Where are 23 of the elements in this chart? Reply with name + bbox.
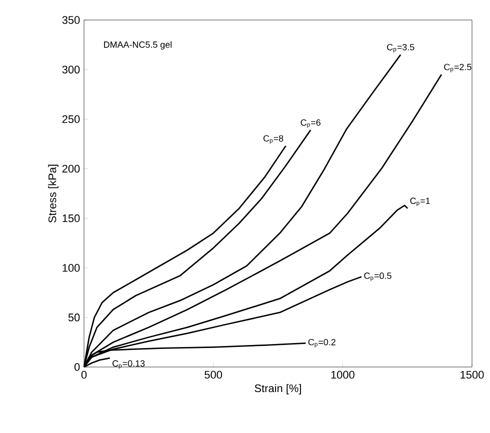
y-tick-label: 150 — [62, 214, 80, 222]
x-tick-label: 1000 — [331, 370, 354, 379]
series-label: C$_{p}$=1 — [410, 198, 430, 206]
series-label: C$_{p}$=3.5 — [387, 44, 414, 52]
y-tick-label: 200 — [62, 164, 80, 173]
y-tick-label: 350 — [62, 16, 80, 24]
series-label: C$_{p}$=8 — [263, 135, 284, 144]
y-tick-label: 0 — [74, 363, 80, 371]
x-tick-label: 1500 — [460, 370, 484, 379]
y-tick-label: 100 — [62, 264, 80, 272]
series-label: C$_{p}$=0.13 — [112, 360, 145, 369]
annotation: DMAA-NC5.5 gel — [104, 41, 172, 50]
x-axis-title: Strain [%] — [254, 384, 301, 394]
x-tick-label: 0 — [81, 370, 87, 379]
series-label: C$_{p}$=0.2 — [308, 338, 336, 348]
series-label: C$_{p}$=2.5 — [444, 64, 472, 72]
x-tick-label: 500 — [204, 370, 222, 379]
y-tick-label: 250 — [62, 115, 80, 124]
y-tick-label: 50 — [68, 314, 80, 322]
series-label: C$_{p}$=0.5 — [364, 272, 392, 282]
y-axis-title: Stress [kPa] — [48, 164, 58, 223]
series-label: C$_{p}$=6 — [300, 119, 320, 128]
y-tick-label: 300 — [62, 66, 80, 74]
